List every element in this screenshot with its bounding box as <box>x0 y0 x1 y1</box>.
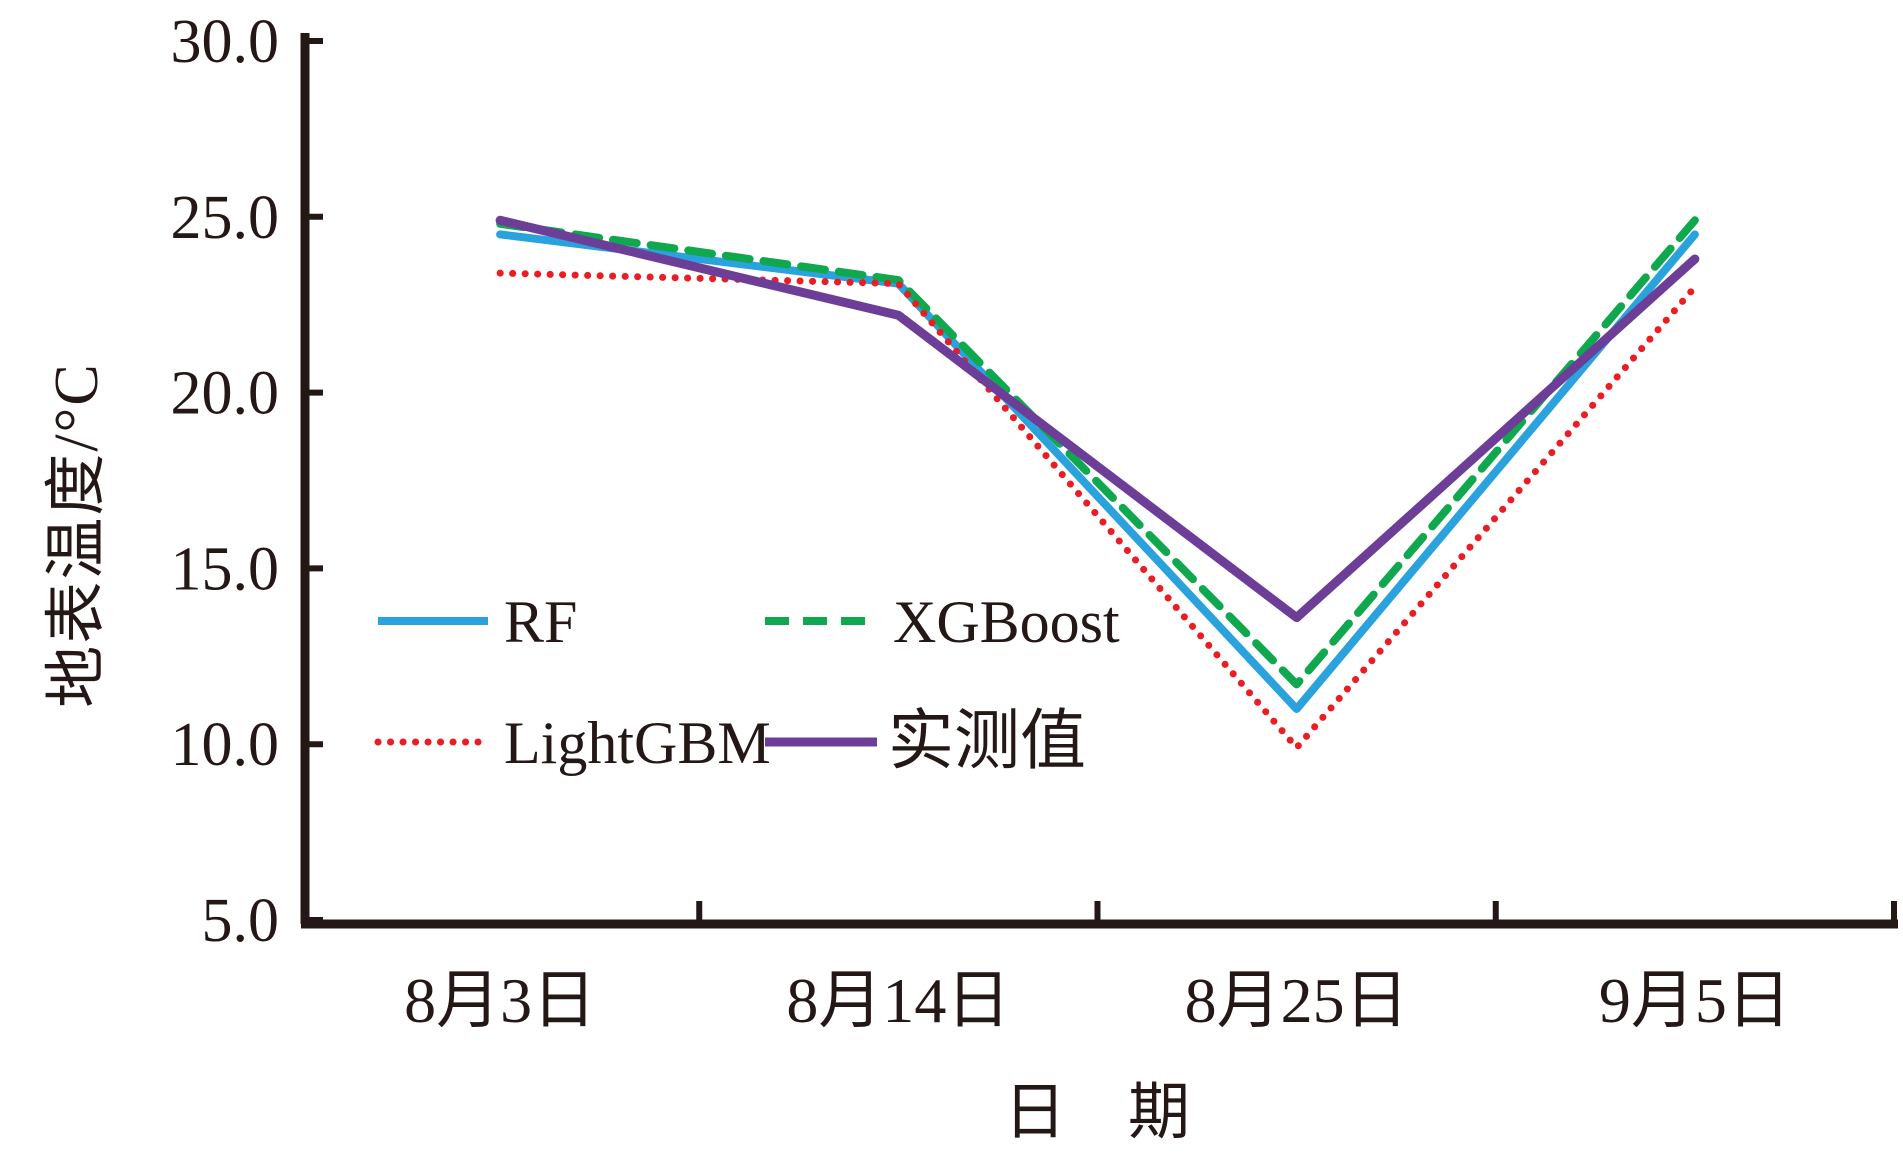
series-line-XGBoost <box>496 216 1699 689</box>
y-axis-title: 地表温度/°C <box>43 362 111 708</box>
x-tick-label: 8月25日 <box>1185 965 1409 1036</box>
series-line-实测值 <box>495 215 1700 623</box>
series-line-LightGBM <box>496 269 1699 752</box>
x-tick-label: 8月14日 <box>786 965 1010 1036</box>
series-line-RF <box>496 230 1699 713</box>
x-axis-title: 日 期 <box>1003 1079 1191 1147</box>
x-tick-label: 9月5日 <box>1599 965 1791 1036</box>
y-tick-label: 5.0 <box>202 887 280 955</box>
legend-label-RF: RF <box>504 589 577 655</box>
y-tick-label: 15.0 <box>171 535 280 603</box>
y-tick-label: 25.0 <box>171 184 280 252</box>
legend-label-实测值: 实测值 <box>888 705 1086 778</box>
legend-label-LightGBM: LightGBM <box>504 710 771 776</box>
y-tick-label: 30.0 <box>171 8 280 76</box>
y-tick-label: 10.0 <box>171 711 280 779</box>
y-tick-label: 20.0 <box>171 360 280 428</box>
legend-label-XGBoost: XGBoost <box>893 589 1120 655</box>
x-tick-label: 8月3日 <box>404 965 596 1036</box>
